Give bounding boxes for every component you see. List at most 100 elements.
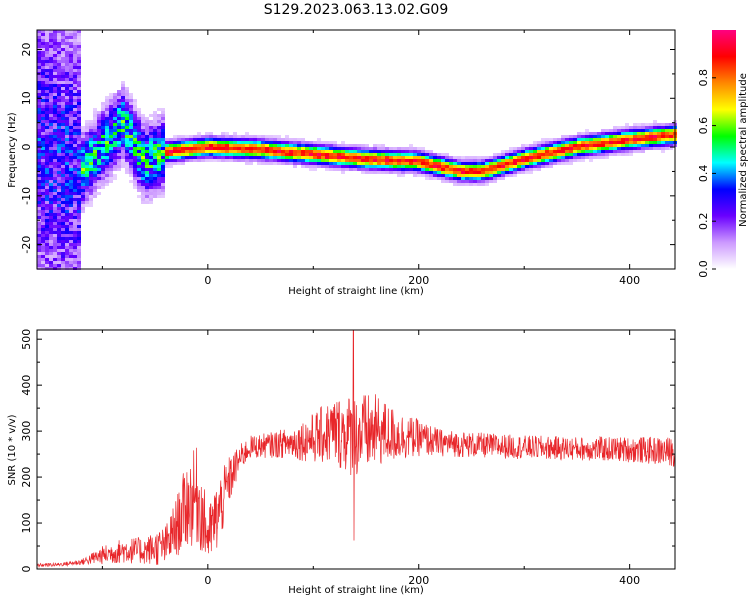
heatmap-cell [645, 135, 649, 138]
heatmap-cell [469, 168, 473, 171]
heatmap-cell [37, 258, 41, 261]
heatmap-cell [65, 195, 69, 198]
heatmap-cell [193, 159, 197, 162]
heatmap-cell [537, 147, 541, 150]
heatmap-cell [125, 138, 129, 141]
heatmap-cell [457, 159, 461, 162]
heatmap-cell [345, 162, 349, 165]
heatmap-cell [69, 69, 73, 72]
heatmap-cell [257, 150, 261, 153]
heatmap-cell [577, 156, 581, 159]
heatmap-cell [337, 165, 341, 168]
heatmap-cell [37, 66, 41, 69]
heatmap-cell [605, 156, 609, 159]
heatmap-cell [73, 111, 77, 114]
heatmap-cell [641, 129, 645, 132]
heatmap-cell [369, 162, 373, 165]
heatmap-cell [669, 123, 673, 126]
heatmap-cell [93, 129, 97, 132]
heatmap-cell [69, 222, 73, 225]
heatmap-cell [441, 174, 445, 177]
heatmap-cell [373, 168, 377, 171]
heatmap-cell [545, 159, 549, 162]
heatmap-cell [53, 132, 57, 135]
heatmap-cell [501, 150, 505, 153]
heatmap-cell [389, 165, 393, 168]
heatmap-cell [97, 153, 101, 156]
heatmap-cell [641, 123, 645, 126]
heatmap-cell [501, 153, 505, 156]
heatmap-cell [57, 237, 61, 240]
heatmap-cell [85, 129, 89, 132]
heatmap-cell [49, 30, 53, 33]
heatmap-cell [629, 138, 633, 141]
heatmap-cell [401, 168, 405, 171]
heatmap-cell [105, 156, 109, 159]
heatmap-cell [69, 195, 73, 198]
heatmap-cell [37, 57, 41, 60]
heatmap-cell [97, 141, 101, 144]
heatmap-cell [357, 159, 361, 162]
heatmap-cell [349, 144, 353, 147]
heatmap-cell [361, 168, 365, 171]
heatmap-cell [37, 102, 41, 105]
heatmap-cell [137, 195, 141, 198]
heatmap-cell [629, 129, 633, 132]
heatmap-cell [553, 162, 557, 165]
heatmap-cell [437, 177, 441, 180]
heatmap-cell [101, 114, 105, 117]
heatmap-cell [309, 165, 313, 168]
heatmap-cell [145, 186, 149, 189]
heatmap-cell [81, 198, 85, 201]
spectrogram-frame [36, 29, 676, 270]
heatmap-cell [145, 126, 149, 129]
heatmap-cell [161, 153, 165, 156]
heatmap-cell [253, 138, 257, 141]
heatmap-cell [625, 138, 629, 141]
heatmap-cell [45, 183, 49, 186]
heatmap-cell [153, 183, 157, 186]
heatmap-cell [37, 201, 41, 204]
y-tick-label: 100 [20, 513, 33, 534]
heatmap-cell [69, 72, 73, 75]
heatmap-cell [53, 126, 57, 129]
heatmap-cell [409, 159, 413, 162]
heatmap-cell [525, 165, 529, 168]
heatmap-cell [117, 114, 121, 117]
heatmap-cell [113, 93, 117, 96]
heatmap-cell [185, 135, 189, 138]
heatmap-cell [49, 228, 53, 231]
heatmap-cell [545, 162, 549, 165]
heatmap-cell [77, 177, 81, 180]
heatmap-cell [125, 153, 129, 156]
heatmap-cell [353, 144, 357, 147]
heatmap-cell [405, 156, 409, 159]
heatmap-cell [461, 165, 465, 168]
heatmap-cell [345, 168, 349, 171]
heatmap-cell [509, 147, 513, 150]
heatmap-cell [57, 123, 61, 126]
heatmap-cell [165, 165, 169, 168]
heatmap-cell [41, 180, 45, 183]
heatmap-cell [157, 123, 161, 126]
heatmap-cell [421, 156, 425, 159]
heatmap-cell [109, 159, 113, 162]
heatmap-cell [577, 147, 581, 150]
heatmap-cell [333, 162, 337, 165]
heatmap-cell [109, 93, 113, 96]
heatmap-cell [509, 153, 513, 156]
heatmap-cell [561, 141, 565, 144]
colorbar-gradient [712, 30, 736, 269]
heatmap-cell [597, 147, 601, 150]
heatmap-cell [153, 141, 157, 144]
heatmap-cell [237, 141, 241, 144]
heatmap-cell [37, 198, 41, 201]
heatmap-cell [525, 171, 529, 174]
heatmap-cell [609, 135, 613, 138]
heatmap-cell [481, 183, 485, 186]
heatmap-cell [69, 114, 73, 117]
heatmap-cell [533, 168, 537, 171]
heatmap-cell [69, 36, 73, 39]
heatmap-cell [473, 177, 477, 180]
heatmap-cell [73, 96, 77, 99]
